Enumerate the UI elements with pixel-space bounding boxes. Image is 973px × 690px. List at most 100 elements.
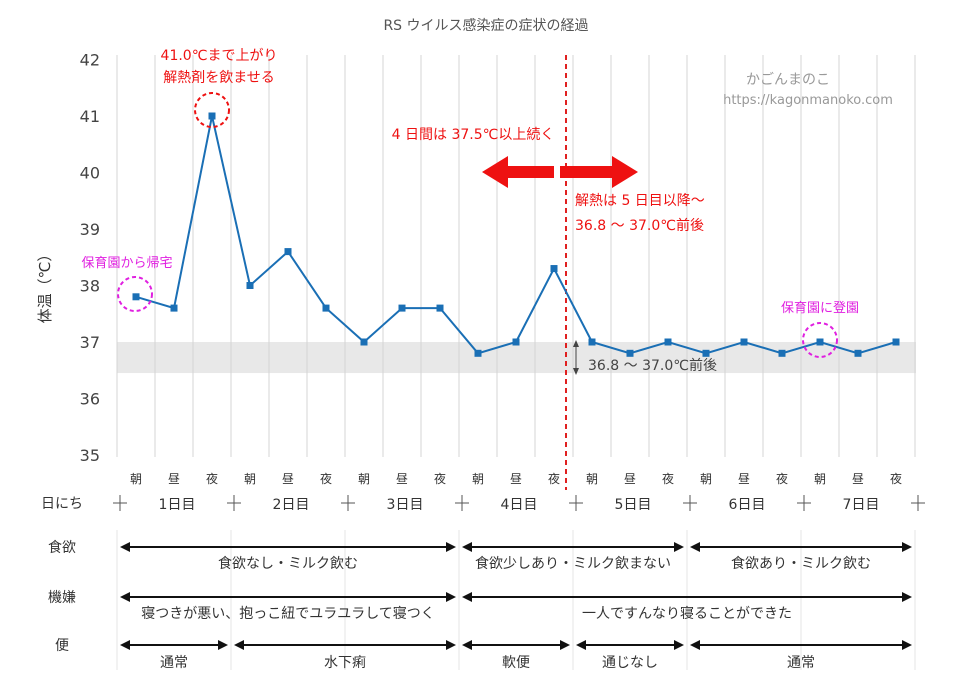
stool-arrowhead-icon [690, 640, 700, 650]
school-annotation: 保育園に登園 [781, 300, 859, 316]
mood-text: 寝つきが悪い、抱っこ紐でユラユラして寝つく [141, 605, 435, 622]
mood-text: 一人ですんなり寝ることができた [582, 605, 792, 622]
right-arrow-icon [560, 156, 638, 188]
data-point [892, 338, 900, 346]
x-tick-label: 朝 [814, 472, 826, 486]
data-point [778, 349, 786, 357]
appetite-text: 食欲あり・ミルク飲む [731, 555, 871, 572]
stool-arrowhead-icon [674, 640, 684, 650]
day-label: 3日目 [387, 497, 424, 513]
stool-arrowhead-icon [902, 640, 912, 650]
data-point [626, 349, 634, 357]
stool-arrowhead-icon [446, 640, 456, 650]
peak-annotation-2: 解熱剤を飲ませる [163, 70, 275, 86]
data-point [322, 304, 330, 312]
y-tick-label: 39 [80, 220, 100, 239]
appetite-row-label: 食欲 [48, 539, 76, 556]
day-label: 5日目 [615, 497, 652, 513]
x-tick-label: 朝 [472, 472, 484, 486]
x-tick-label: 夜 [434, 471, 446, 486]
x-tick-label: 昼 [396, 472, 408, 486]
stool-text: 通常 [160, 655, 188, 671]
day-label: 7日目 [843, 497, 880, 513]
stool-row-label: 便 [55, 638, 69, 654]
stool-arrowhead-icon [576, 640, 586, 650]
peak-annotation-1: 41.0℃まで上がり [161, 48, 278, 64]
data-point [208, 112, 216, 120]
home-circle [117, 276, 153, 312]
school-circle [802, 322, 838, 358]
recovery-annotation-1: 解熱は 5 日目以降～ [575, 193, 705, 209]
data-point [360, 338, 368, 346]
mood-row-label: 機嫌 [48, 590, 76, 606]
band-arrow-top-icon [573, 340, 579, 347]
appetite-arrowhead-icon [902, 542, 912, 552]
stool-text: 軟便 [502, 655, 530, 671]
x-tick-label: 朝 [358, 472, 370, 486]
stool-arrowhead-icon [560, 640, 570, 650]
mood-arrowhead-icon [902, 592, 912, 602]
watermark-name: かごんまのこ [746, 72, 830, 88]
data-point [398, 304, 406, 312]
stool-arrowhead-icon [234, 640, 244, 650]
data-point [246, 282, 254, 289]
appetite-arrowhead-icon [690, 542, 700, 552]
mood-arrowhead-icon [446, 592, 456, 602]
data-point [512, 338, 520, 346]
y-tick-label: 37 [80, 333, 100, 352]
band-arrow-bottom-icon [573, 368, 579, 375]
stool-arrowhead-icon [462, 640, 472, 650]
stool-text: 水下痢 [324, 655, 366, 671]
x-tick-label: 夜 [662, 471, 674, 486]
stool-text: 通常 [787, 655, 815, 671]
x-tick-label: 昼 [738, 472, 750, 486]
stool-text: 通じなし [602, 655, 658, 671]
left-arrow-icon [482, 156, 554, 188]
appetite-arrowhead-icon [462, 542, 472, 552]
x-tick-label: 夜 [548, 471, 560, 486]
data-point [170, 304, 178, 312]
data-point [854, 349, 862, 357]
appetite-arrowhead-icon [120, 542, 130, 552]
mood-arrowhead-icon [120, 592, 130, 602]
data-point [132, 293, 140, 301]
appetite-text: 食欲少しあり・ミルク飲まない [475, 555, 671, 572]
fever-days-annotation: 4 日間は 37.5℃以上続く [392, 126, 555, 143]
x-tick-label: 夜 [206, 471, 218, 486]
data-point [588, 338, 596, 346]
band-label: 36.8 ～ 37.0℃前後 [588, 357, 717, 374]
x-tick-label: 昼 [852, 472, 864, 486]
y-tick-label: 36 [80, 390, 100, 409]
x-tick-label: 夜 [890, 471, 902, 486]
y-tick-label: 41 [80, 107, 100, 126]
day-label: 6日目 [729, 497, 766, 513]
home-annotation: 保育園から帰宅 [81, 255, 172, 271]
y-axis-label: 体温（℃） [36, 247, 54, 324]
x-tick-label: 昼 [168, 472, 180, 486]
day-label: 2日目 [273, 497, 310, 513]
y-tick-label: 38 [80, 277, 100, 296]
x-tick-label: 朝 [586, 472, 598, 486]
data-point [664, 338, 672, 346]
data-point [550, 265, 558, 273]
y-tick-label: 35 [80, 446, 100, 465]
temperature-line [135, 115, 897, 355]
x-tick-label: 昼 [510, 472, 522, 486]
data-point [702, 349, 710, 357]
data-point [474, 349, 482, 357]
chart-title: RS ウイルス感染症の症状の経過 [383, 17, 588, 34]
appetite-arrowhead-icon [446, 542, 456, 552]
peak-circle [194, 92, 230, 128]
y-tick-label: 40 [80, 164, 100, 183]
x-tick-label: 夜 [776, 471, 788, 486]
appetite-text: 食欲なし・ミルク飲む [218, 555, 358, 572]
watermark-url: https://kagonmanoko.com [723, 93, 893, 108]
y-tick-label: 42 [80, 51, 100, 70]
data-point [436, 304, 444, 312]
days-row-label: 日にち [41, 496, 83, 512]
x-tick-label: 朝 [244, 472, 256, 486]
stool-arrowhead-icon [218, 640, 228, 650]
x-tick-label: 朝 [700, 472, 712, 486]
day-label: 1日目 [159, 497, 196, 513]
